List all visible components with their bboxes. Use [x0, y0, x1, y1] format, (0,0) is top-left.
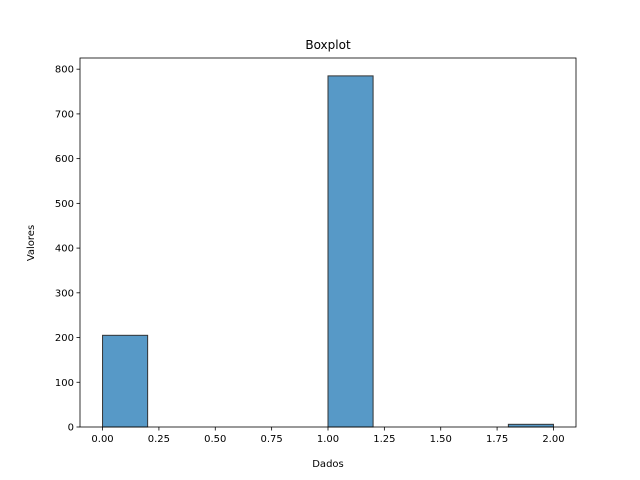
y-tick-label: 500 [55, 199, 74, 210]
x-tick-label: 0.00 [91, 434, 113, 445]
bars [102, 75, 554, 428]
x-tick-label: 0.75 [261, 434, 283, 445]
bar-2 [507, 423, 554, 428]
x-axis-label: Dados [312, 459, 344, 470]
x-tick-label: 2.00 [542, 434, 564, 445]
y-tick-label: 800 [55, 65, 74, 76]
y-tick-label: 300 [55, 288, 74, 299]
bar-1 [327, 75, 374, 428]
x-tick-label: 1.75 [486, 434, 508, 445]
chart-title: Boxplot [305, 38, 351, 52]
y-tick-label: 600 [55, 154, 74, 165]
y-tick-label: 400 [55, 244, 74, 255]
x-tick-label: 0.50 [204, 434, 226, 445]
y-tick-label: 0 [68, 423, 74, 434]
x-tick-label: 1.25 [373, 434, 395, 445]
plot-area-frame [79, 57, 577, 428]
y-tick-label: 700 [55, 109, 74, 120]
x-tick-label: 1.00 [317, 434, 339, 445]
y-axis-ticks: 0 100 200 300 400 500 600 700 800 [55, 65, 80, 434]
x-axis-ticks: 0.00 0.25 0.50 0.75 1.00 1.25 1.50 1.75 2.00 [91, 427, 565, 445]
bar-0 [102, 334, 149, 428]
y-tick-label: 100 [55, 378, 74, 389]
y-axis-label: Valores [26, 225, 37, 261]
x-tick-label: 1.50 [430, 434, 452, 445]
y-tick-label: 200 [55, 333, 74, 344]
x-tick-label: 0.25 [148, 434, 170, 445]
